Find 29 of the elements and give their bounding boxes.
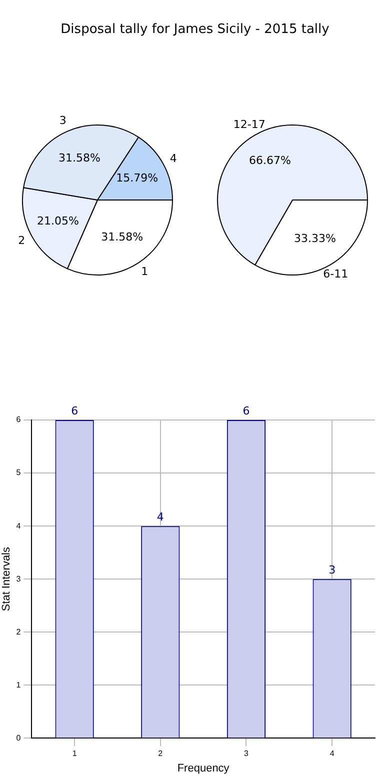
x-tick-label: 1 (72, 749, 78, 758)
data-label: 21.05% (36, 214, 79, 228)
x-tick-label: 3 (244, 749, 250, 758)
y-tick-label: 2 (16, 627, 22, 636)
data-label: 15.79% (116, 171, 158, 184)
y-tick-label: 4 (16, 521, 22, 530)
slice-label: 6-11 (323, 268, 348, 281)
y-tick-label: 3 (16, 574, 22, 584)
y-tick-label: 6 (16, 415, 22, 424)
x-tick-label: 4 (330, 749, 335, 758)
slice-label: 1 (141, 265, 148, 278)
slice-label: 3 (59, 114, 66, 127)
y-tick-label: 5 (16, 468, 22, 478)
data-label: 33.33% (294, 232, 336, 245)
y-tick-label: 0 (16, 733, 22, 742)
slice-label: 12-17 (233, 118, 266, 132)
slice-label: 4 (170, 152, 177, 165)
data-label: 6 (242, 404, 250, 418)
data-label: 31.58% (58, 152, 100, 165)
data-label: 66.67% (249, 154, 291, 167)
x-axis-title: Frequency (177, 762, 230, 774)
data-label: 3 (328, 563, 336, 576)
x-tick-label: 2 (158, 749, 164, 758)
data-label: 4 (156, 510, 164, 524)
y-tick-label: 1 (16, 680, 22, 690)
data-label: 31.58% (101, 230, 144, 244)
chart-title: Disposal tally for James Sicily - 2015 tally (60, 22, 330, 37)
y-axis-title: Stat Intervals (0, 546, 13, 612)
data-label: 6 (71, 404, 78, 418)
